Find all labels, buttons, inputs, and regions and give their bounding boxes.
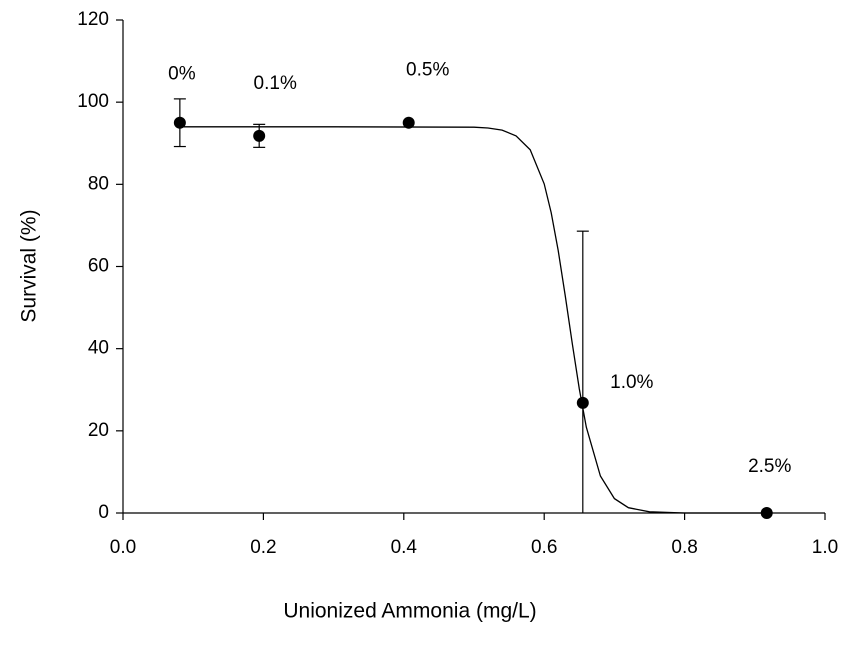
x-tick-label: 0.8 (671, 537, 697, 558)
data-point (173, 116, 186, 129)
x-tick-label: 0.0 (110, 537, 136, 558)
y-tick-label: 120 (77, 9, 109, 30)
point-label: 0% (168, 64, 196, 85)
point-label: 1.0% (610, 372, 653, 393)
y-tick-label: 80 (88, 173, 109, 194)
data-point (760, 507, 773, 519)
x-tick-label: 0.2 (250, 537, 276, 558)
fit-curve (179, 126, 767, 514)
y-tick-label: 20 (88, 420, 109, 441)
x-tick-label: 1.0 (812, 537, 838, 558)
y-tick-label: 40 (88, 338, 109, 359)
x-tick-label: 0.6 (531, 537, 557, 558)
x-tick-label: 0.4 (391, 537, 418, 558)
data-point (402, 116, 415, 129)
data-point (576, 396, 589, 409)
y-tick-label: 100 (77, 91, 109, 112)
point-label: 2.5% (748, 456, 791, 477)
data-point (253, 129, 266, 142)
x-axis-title: Unionized Ammonia (mg/L) (283, 600, 536, 623)
point-label: 0.5% (406, 60, 449, 81)
y-axis-title: Survival (%) (18, 209, 41, 322)
y-tick-label: 60 (88, 256, 109, 277)
point-label: 0.1% (254, 73, 297, 94)
y-tick-label: 0 (98, 502, 109, 523)
